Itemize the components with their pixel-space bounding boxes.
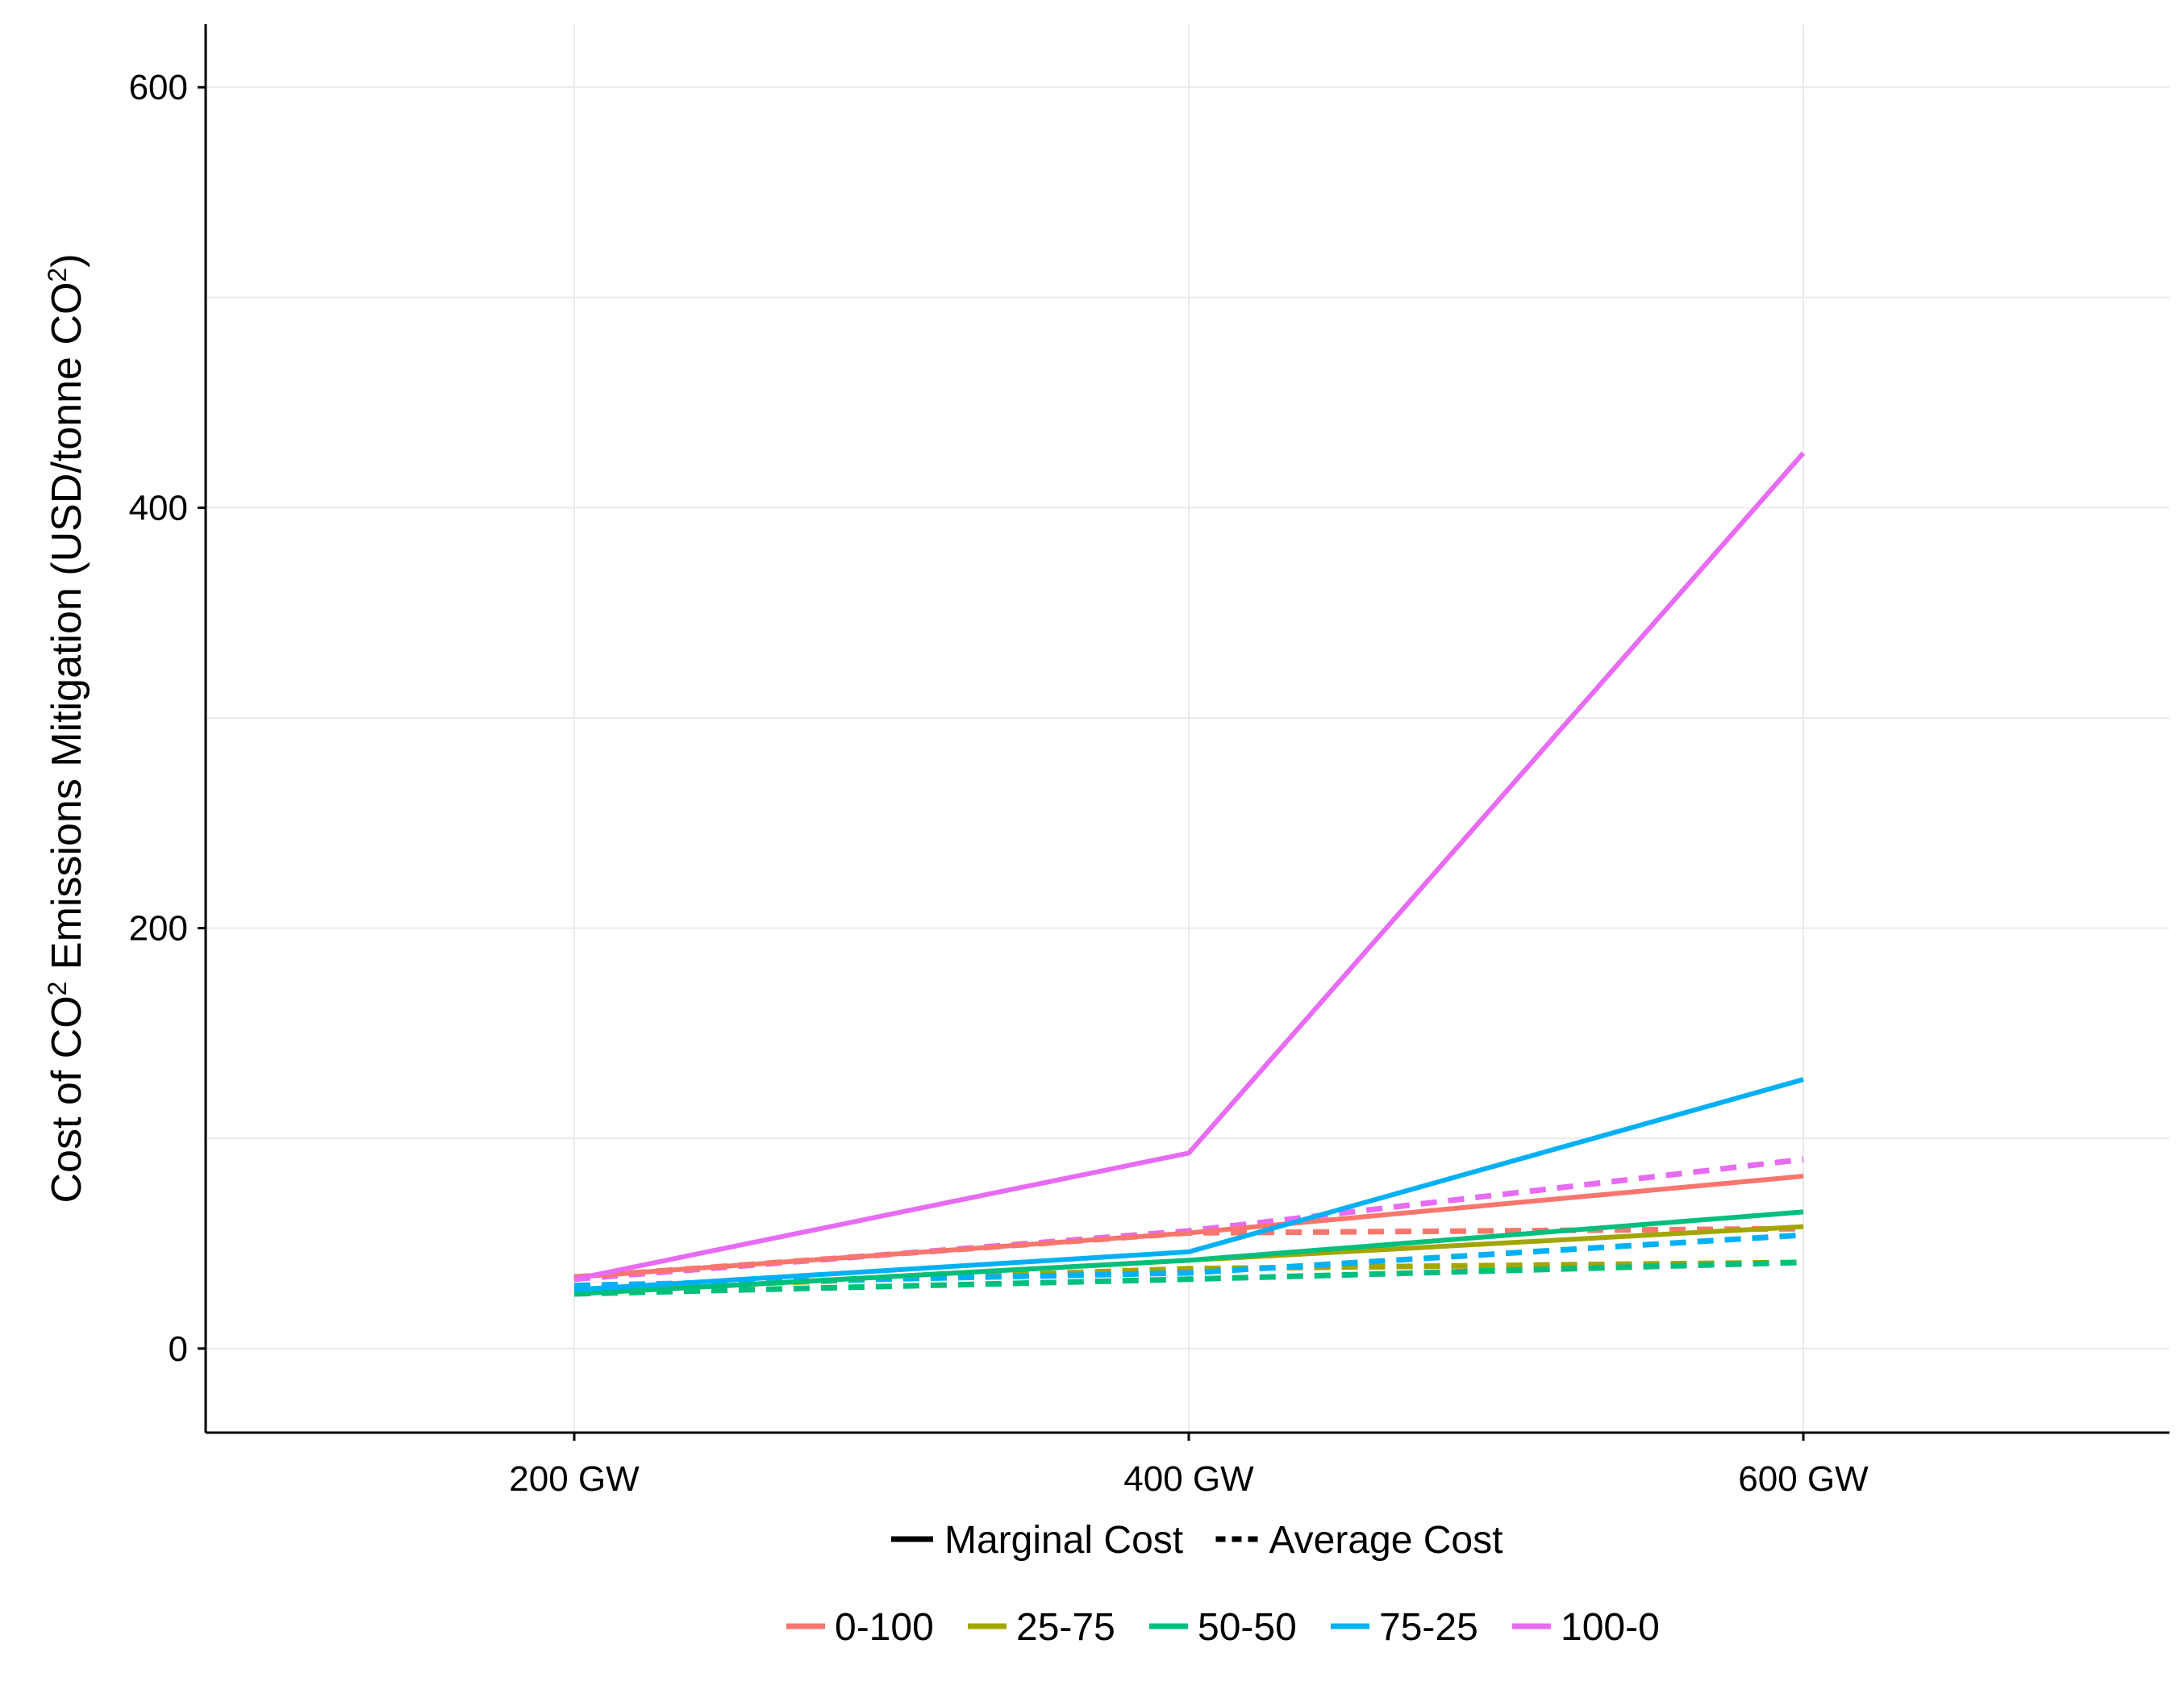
series-lines xyxy=(573,451,1806,1297)
color-legend-label: 100-0 xyxy=(1561,1606,1660,1649)
color-legend-label: 50-50 xyxy=(1198,1606,1297,1649)
series-line-average-50-50 xyxy=(573,1259,1804,1297)
color-legend-label: 0-100 xyxy=(835,1606,934,1649)
grid-lines xyxy=(206,24,2169,1433)
y-tick-label: 600 xyxy=(129,68,188,107)
y-axis-title-part: Cost of CO xyxy=(44,995,90,1203)
series-line-marginal-75-25 xyxy=(573,1077,1804,1292)
axes xyxy=(204,24,2169,1434)
y-axis-title: Cost of CO2 Emissions Mitigation (USD/to… xyxy=(43,253,90,1203)
color-legend-label: 75-25 xyxy=(1379,1606,1478,1649)
linetype-legend-label: Marginal Cost xyxy=(944,1519,1183,1562)
y-axis-title-superscript: 2 xyxy=(43,982,72,996)
y-tick-label: 200 xyxy=(129,909,188,949)
axis-ticks: 0 200 400 600 200 GW 400 GW 600 GW xyxy=(129,68,1869,1499)
color-legend-label: 25-75 xyxy=(1016,1606,1115,1649)
y-axis-title-superscript: 2 xyxy=(43,268,72,282)
y-axis-title-part: ) xyxy=(44,253,90,267)
series-line-marginal-50-50 xyxy=(573,1209,1804,1297)
x-tick-label: 200 GW xyxy=(509,1459,640,1499)
color-legend: 0-100 25-75 50-50 75-25 100-0 xyxy=(786,1606,1660,1649)
linetype-legend: Marginal Cost Average Cost xyxy=(891,1519,1503,1562)
series-line-marginal-0-100 xyxy=(573,1174,1804,1280)
series-line-marginal-100-0 xyxy=(573,451,1806,1282)
y-tick-label: 400 xyxy=(129,488,188,528)
x-tick-label: 400 GW xyxy=(1123,1459,1254,1499)
y-axis-title-part: Emissions Mitigation (USD/tonne CO xyxy=(44,282,90,982)
y-tick-label: 0 xyxy=(169,1329,188,1369)
linetype-legend-label: Average Cost xyxy=(1269,1519,1503,1562)
x-tick-label: 600 GW xyxy=(1738,1459,1869,1499)
